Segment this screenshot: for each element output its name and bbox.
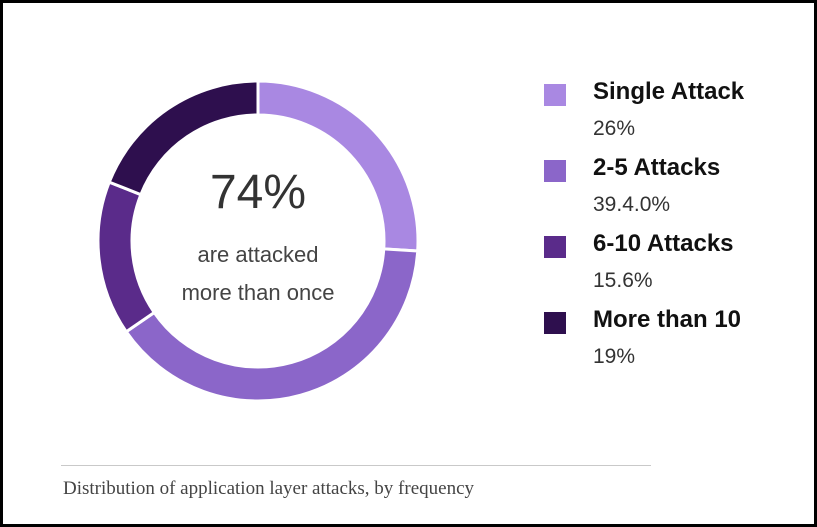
legend-label: More than 10 [593, 306, 742, 333]
legend-label: 2-5 Attacks [593, 154, 721, 181]
donut-slice-2-5-attacks [124, 247, 420, 403]
legend-swatch [544, 236, 566, 258]
donut-slice-more-than-10 [107, 79, 260, 197]
legend-label: Single Attack [593, 78, 745, 105]
donut-chart [96, 79, 420, 403]
legend-value: 39.4.0% [593, 193, 671, 216]
legend-swatch [544, 160, 566, 182]
legend-swatch [544, 312, 566, 334]
chart-caption: Distribution of application layer attack… [63, 478, 475, 499]
legend-value: 15.6% [593, 269, 653, 292]
center-caption-line-1: are attacked [197, 242, 319, 267]
legend-value: 26% [593, 117, 636, 140]
center-percentage: 74% [209, 166, 307, 219]
legend-swatch [544, 84, 566, 106]
legend-label: 6-10 Attacks [593, 230, 734, 257]
legend-value: 19% [593, 345, 636, 368]
caption-divider [61, 465, 651, 466]
center-caption-line-2: more than once [181, 280, 335, 305]
